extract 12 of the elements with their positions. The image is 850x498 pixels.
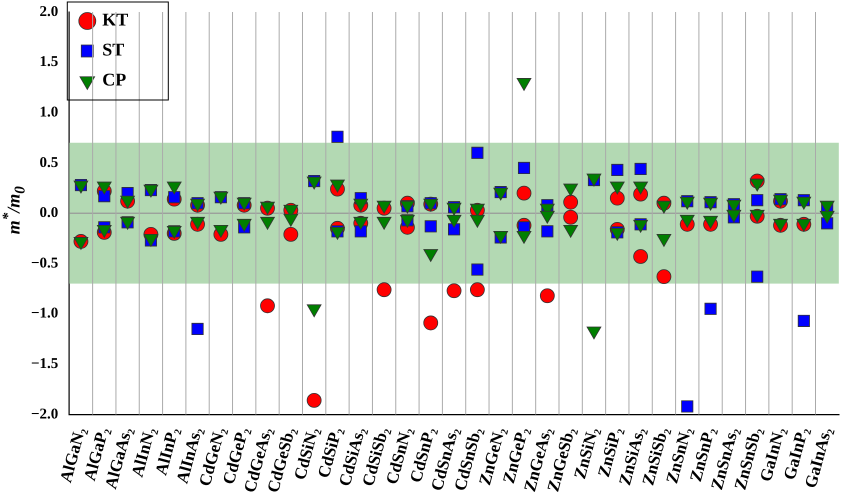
y-tick-label: 0.5 [40, 154, 58, 171]
y-tick-label: 2.0 [40, 4, 58, 20]
y-tick-label: −2.0 [30, 406, 58, 422]
y-tick-label: −1.0 [30, 306, 58, 322]
y-tick-label: −0.5 [30, 255, 58, 272]
y-tick-label: 1.0 [40, 104, 58, 120]
legend-label: ST [102, 40, 124, 60]
legend-label: KT [102, 10, 128, 30]
legend-label: CP [102, 70, 126, 90]
y-tick-label: 1.5 [40, 54, 58, 70]
y-tick-label: −1.5 [30, 356, 58, 372]
y-tick-label: 0.0 [40, 205, 58, 222]
